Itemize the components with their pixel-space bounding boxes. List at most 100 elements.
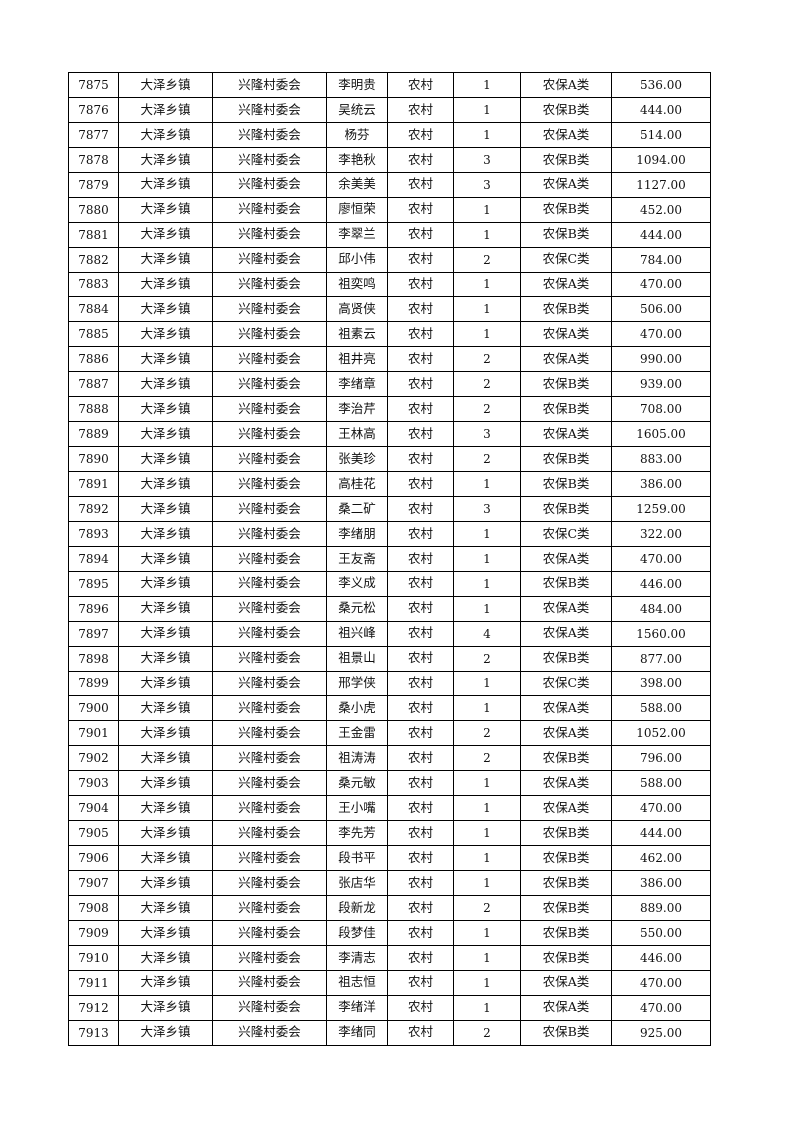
row-number-cell: 7899: [68, 670, 119, 697]
household-size-cell: 1: [453, 196, 521, 223]
area-type-cell: 农村: [387, 994, 454, 1021]
row-number-cell: 7895: [68, 570, 119, 597]
area-type-cell: 农村: [387, 520, 454, 547]
row-number-cell: 7909: [68, 919, 119, 946]
insurance-category-cell: 农保B类: [520, 196, 612, 223]
person-name-cell: 桑元敏: [326, 770, 388, 797]
area-type-cell: 农村: [387, 321, 454, 348]
township-cell: 大泽乡镇: [118, 894, 213, 921]
row-number-cell: 7880: [68, 196, 119, 223]
village-committee-cell: 兴隆村委会: [212, 770, 327, 797]
table-row: 7875 大泽乡镇 兴隆村委会 李明贵 农村 1 农保A类 536.00: [68, 72, 711, 98]
township-cell: 大泽乡镇: [118, 845, 213, 871]
household-size-cell: 1: [453, 944, 521, 971]
insurance-category-cell: 农保A类: [520, 969, 612, 996]
amount-cell: 470.00: [611, 969, 711, 996]
household-size-cell: 1: [453, 545, 521, 572]
area-type-cell: 农村: [387, 944, 454, 971]
village-committee-cell: 兴隆村委会: [212, 121, 327, 148]
row-number-cell: 7878: [68, 146, 119, 173]
row-number-cell: 7906: [68, 845, 119, 871]
amount-cell: 462.00: [611, 845, 711, 871]
row-number-cell: 7913: [68, 1019, 119, 1046]
household-size-cell: 1: [453, 695, 521, 722]
row-number-cell: 7910: [68, 944, 119, 971]
table-row: 7908 大泽乡镇 兴隆村委会 段新龙 农村 2 农保B类 889.00: [68, 894, 711, 921]
person-name-cell: 祖景山: [326, 645, 388, 672]
table-row: 7883 大泽乡镇 兴隆村委会 祖奕鸣 农村 1 农保A类 470.00: [68, 271, 711, 298]
table-body: 7875 大泽乡镇 兴隆村委会 李明贵 农村 1 农保A类 536.00 7876 大泽乡镇 兴隆村…: [68, 72, 711, 1046]
township-cell: 大泽乡镇: [118, 96, 213, 123]
township-cell: 大泽乡镇: [118, 221, 213, 248]
table-row: 7901 大泽乡镇 兴隆村委会 王金雷 农村 2 农保A类 1052.00: [68, 720, 711, 747]
amount-cell: 470.00: [611, 545, 711, 572]
amount-cell: 444.00: [611, 820, 711, 847]
row-number-cell: 7887: [68, 371, 119, 398]
village-committee-cell: 兴隆村委会: [212, 620, 327, 647]
table-row: 7902 大泽乡镇 兴隆村委会 祖涛涛 农村 2 农保B类 796.00: [68, 745, 711, 772]
village-committee-cell: 兴隆村委会: [212, 820, 327, 847]
row-number-cell: 7885: [68, 321, 119, 348]
table-row: 7900 大泽乡镇 兴隆村委会 桑小虎 农村 1 农保A类 588.00: [68, 695, 711, 722]
amount-cell: 506.00: [611, 296, 711, 323]
insurance-category-cell: 农保A类: [520, 795, 612, 822]
person-name-cell: 段新龙: [326, 894, 388, 921]
household-size-cell: 1: [453, 121, 521, 148]
household-size-cell: 1: [453, 296, 521, 323]
township-cell: 大泽乡镇: [118, 745, 213, 772]
insurance-category-cell: 农保A类: [520, 271, 612, 298]
table-row: 7895 大泽乡镇 兴隆村委会 李义成 农村 1 农保B类 446.00: [68, 570, 711, 597]
area-type-cell: 农村: [387, 471, 454, 497]
township-cell: 大泽乡镇: [118, 720, 213, 747]
insurance-category-cell: 农保A类: [520, 994, 612, 1021]
amount-cell: 470.00: [611, 271, 711, 298]
area-type-cell: 农村: [387, 969, 454, 996]
insurance-category-cell: 农保A类: [520, 121, 612, 148]
township-cell: 大泽乡镇: [118, 146, 213, 173]
amount-cell: 796.00: [611, 745, 711, 772]
table-row: 7899 大泽乡镇 兴隆村委会 邢学侠 农村 1 农保C类 398.00: [68, 670, 711, 697]
table-row: 7903 大泽乡镇 兴隆村委会 桑元敏 农村 1 农保A类 588.00: [68, 770, 711, 797]
insurance-category-cell: 农保B类: [520, 221, 612, 248]
township-cell: 大泽乡镇: [118, 695, 213, 722]
household-size-cell: 2: [453, 446, 521, 472]
insurance-category-cell: 农保B类: [520, 944, 612, 971]
row-number-cell: 7907: [68, 870, 119, 896]
village-committee-cell: 兴隆村委会: [212, 421, 327, 448]
person-name-cell: 廖恒荣: [326, 196, 388, 223]
area-type-cell: 农村: [387, 346, 454, 373]
area-type-cell: 农村: [387, 870, 454, 896]
household-size-cell: 2: [453, 346, 521, 373]
person-name-cell: 李清志: [326, 944, 388, 971]
person-name-cell: 高桂花: [326, 471, 388, 497]
insurance-category-cell: 农保B类: [520, 894, 612, 921]
table-row: 7888 大泽乡镇 兴隆村委会 李治芹 农村 2 农保B类 708.00: [68, 396, 711, 423]
person-name-cell: 李艳秋: [326, 146, 388, 173]
area-type-cell: 农村: [387, 620, 454, 647]
amount-cell: 470.00: [611, 795, 711, 822]
insurance-category-cell: 农保B类: [520, 919, 612, 946]
township-cell: 大泽乡镇: [118, 396, 213, 423]
amount-cell: 470.00: [611, 994, 711, 1021]
table-row: 7907 大泽乡镇 兴隆村委会 张店华 农村 1 农保B类 386.00: [68, 870, 711, 896]
insurance-category-cell: 农保A类: [520, 595, 612, 622]
insurance-category-cell: 农保B类: [520, 96, 612, 123]
table-row: 7893 大泽乡镇 兴隆村委会 李绪朋 农村 1 农保C类 322.00: [68, 520, 711, 547]
person-name-cell: 祖奕鸣: [326, 271, 388, 298]
row-number-cell: 7911: [68, 969, 119, 996]
table-row: 7876 大泽乡镇 兴隆村委会 吴统云 农村 1 农保B类 444.00: [68, 96, 711, 123]
table-row: 7894 大泽乡镇 兴隆村委会 王友斋 农村 1 农保A类 470.00: [68, 545, 711, 572]
area-type-cell: 农村: [387, 421, 454, 448]
insurance-category-cell: 农保C类: [520, 670, 612, 697]
village-committee-cell: 兴隆村委会: [212, 894, 327, 921]
amount-cell: 939.00: [611, 371, 711, 398]
row-number-cell: 7888: [68, 396, 119, 423]
person-name-cell: 祖涛涛: [326, 745, 388, 772]
household-size-cell: 1: [453, 670, 521, 697]
table-row: 7910 大泽乡镇 兴隆村委会 李清志 农村 1 农保B类 446.00: [68, 944, 711, 971]
area-type-cell: 农村: [387, 720, 454, 747]
township-cell: 大泽乡镇: [118, 595, 213, 622]
area-type-cell: 农村: [387, 221, 454, 248]
village-committee-cell: 兴隆村委会: [212, 171, 327, 198]
person-name-cell: 李翠兰: [326, 221, 388, 248]
